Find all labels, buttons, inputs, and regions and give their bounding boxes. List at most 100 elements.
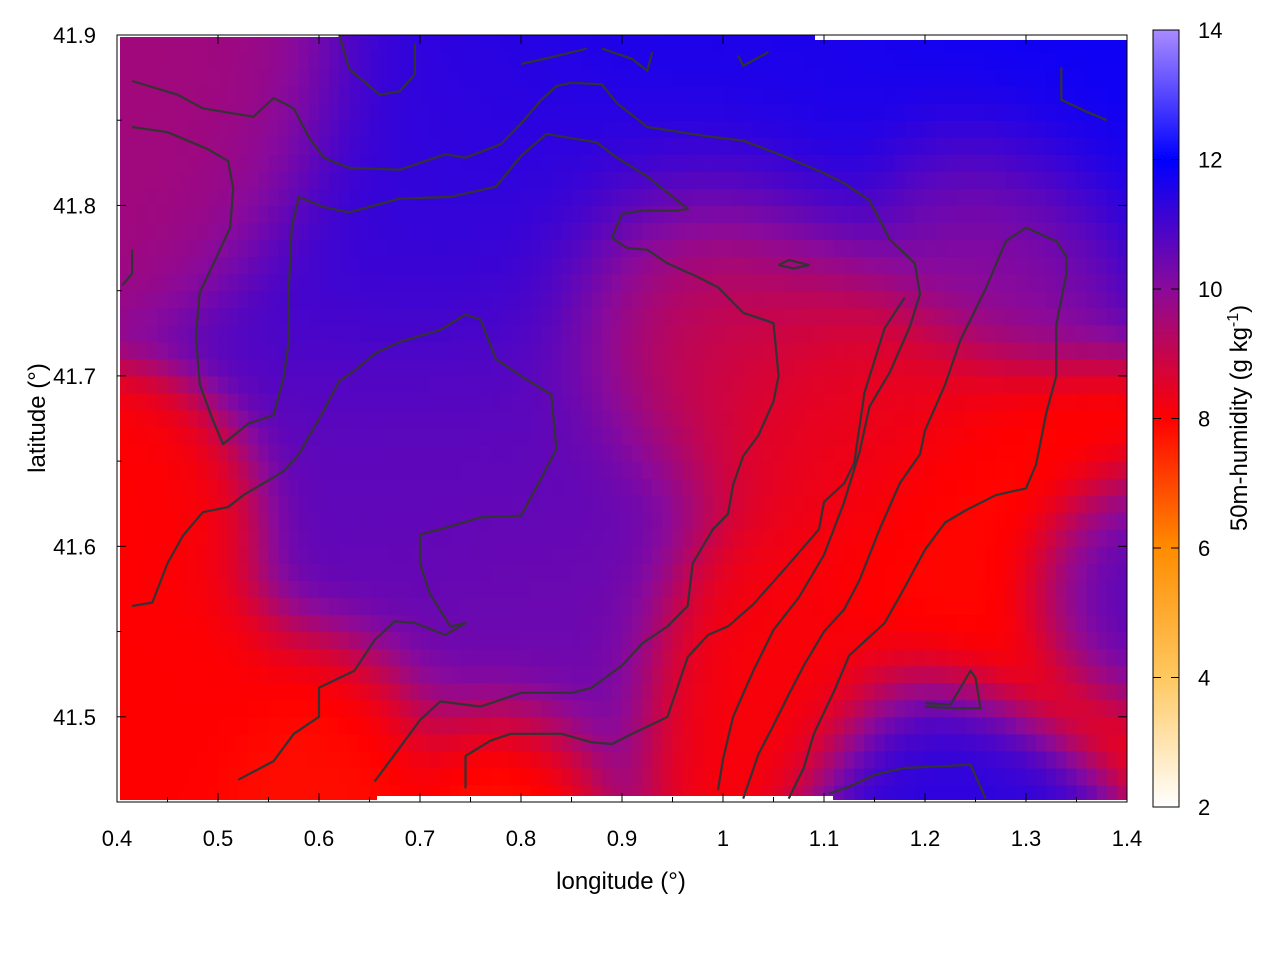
heatmap-cell — [440, 410, 451, 428]
heatmap-cell — [682, 733, 694, 752]
heatmap-cell — [329, 461, 340, 479]
heatmap-cell — [1106, 392, 1118, 411]
heatmap-cell — [1086, 307, 1098, 326]
heatmap-cell — [440, 648, 451, 667]
heatmap-cell — [258, 324, 270, 343]
heatmap-cell — [1036, 205, 1047, 223]
heatmap-cell — [914, 733, 926, 752]
heatmap-cell — [743, 35, 754, 53]
heatmap-cell — [359, 580, 371, 598]
heatmap-cell — [409, 631, 421, 650]
heatmap-cell — [601, 188, 613, 206]
heatmap-cell — [228, 410, 239, 428]
heatmap-cell — [1116, 341, 1127, 360]
heatmap-cell — [319, 444, 330, 462]
heatmap-cell — [733, 529, 744, 547]
heatmap-cell — [945, 307, 956, 326]
heatmap-cell — [339, 461, 350, 479]
heatmap-cell — [743, 648, 754, 667]
heatmap-cell — [399, 699, 411, 718]
heatmap-cell — [854, 137, 865, 155]
heatmap-cell — [440, 580, 451, 598]
heatmap-cell — [733, 580, 744, 598]
heatmap-cell — [238, 188, 249, 206]
heatmap-cell — [834, 137, 845, 155]
heatmap-cell — [723, 154, 734, 172]
heatmap-cell — [955, 631, 966, 650]
heatmap-cell — [561, 154, 573, 172]
heatmap-cell — [1116, 290, 1127, 309]
heatmap-cell — [510, 35, 522, 53]
heatmap-cell — [238, 597, 249, 616]
heatmap-cell — [985, 665, 997, 684]
heatmap-cell — [874, 478, 886, 496]
heatmap-cell — [120, 154, 128, 172]
heatmap-cell — [470, 648, 482, 667]
heatmap-cell — [733, 137, 744, 155]
heatmap-cell — [834, 290, 845, 309]
heatmap-cell — [561, 699, 573, 718]
heatmap-cell — [510, 188, 522, 206]
heatmap-cell — [228, 699, 239, 718]
heatmap-cell — [470, 256, 482, 275]
heatmap-cell — [955, 324, 966, 343]
heatmap-cell — [935, 154, 946, 172]
heatmap-cell — [409, 597, 421, 616]
heatmap-cell — [985, 392, 997, 411]
heatmap-cell — [379, 341, 391, 360]
heatmap-cell — [197, 86, 209, 104]
heatmap-cell — [409, 154, 421, 172]
heatmap-cell — [127, 273, 138, 292]
heatmap-cell — [167, 512, 179, 530]
heatmap-cell — [460, 410, 472, 428]
heatmap-cell — [622, 392, 633, 411]
heatmap-cell — [268, 69, 280, 87]
heatmap-cell — [642, 580, 653, 598]
heatmap-cell — [1005, 785, 1017, 800]
heatmap-cell — [137, 86, 148, 104]
heatmap-cell — [120, 290, 128, 309]
heatmap-cell — [460, 563, 472, 581]
heatmap-cell — [490, 52, 502, 70]
heatmap-cell — [622, 750, 633, 769]
heatmap-cell — [733, 171, 744, 189]
heatmap-cell — [601, 461, 613, 479]
heatmap-cell — [894, 427, 906, 445]
heatmap-cell — [480, 563, 492, 581]
heatmap-cell — [662, 546, 674, 564]
heatmap-cell — [430, 222, 441, 241]
heatmap-cell — [1116, 597, 1127, 616]
heatmap-cell — [120, 648, 128, 667]
heatmap-cell — [864, 154, 876, 172]
heatmap-cell — [308, 614, 320, 633]
heatmap-cell — [500, 273, 512, 292]
heatmap-cell — [1106, 478, 1118, 496]
heatmap-cell — [1026, 546, 1037, 564]
heatmap-cell — [571, 358, 583, 377]
heatmap-cell — [692, 120, 704, 138]
heatmap-cell — [258, 461, 270, 479]
heatmap-cell — [339, 580, 350, 598]
heatmap-cell — [521, 137, 532, 155]
heatmap-cell — [672, 716, 684, 735]
heatmap-cell — [127, 699, 138, 718]
heatmap-cell — [601, 631, 613, 650]
heatmap-cell — [480, 410, 492, 428]
heatmap-cell — [965, 273, 977, 292]
heatmap-cell — [813, 478, 825, 496]
heatmap-cell — [551, 120, 562, 138]
heatmap-cell — [723, 392, 734, 411]
heatmap-cell — [329, 580, 340, 598]
heatmap-cell — [945, 495, 956, 513]
heatmap-cell — [127, 529, 138, 547]
heatmap-cell — [793, 239, 805, 258]
heatmap-cell — [975, 256, 987, 275]
heatmap-cell — [561, 392, 573, 411]
heatmap-cell — [430, 256, 441, 275]
heatmap-cell — [127, 461, 138, 479]
heatmap-cell — [753, 767, 764, 786]
heatmap-cell — [844, 52, 855, 70]
heatmap-cell — [359, 239, 371, 258]
heatmap-cell — [248, 103, 259, 121]
heatmap-cell — [712, 785, 724, 800]
